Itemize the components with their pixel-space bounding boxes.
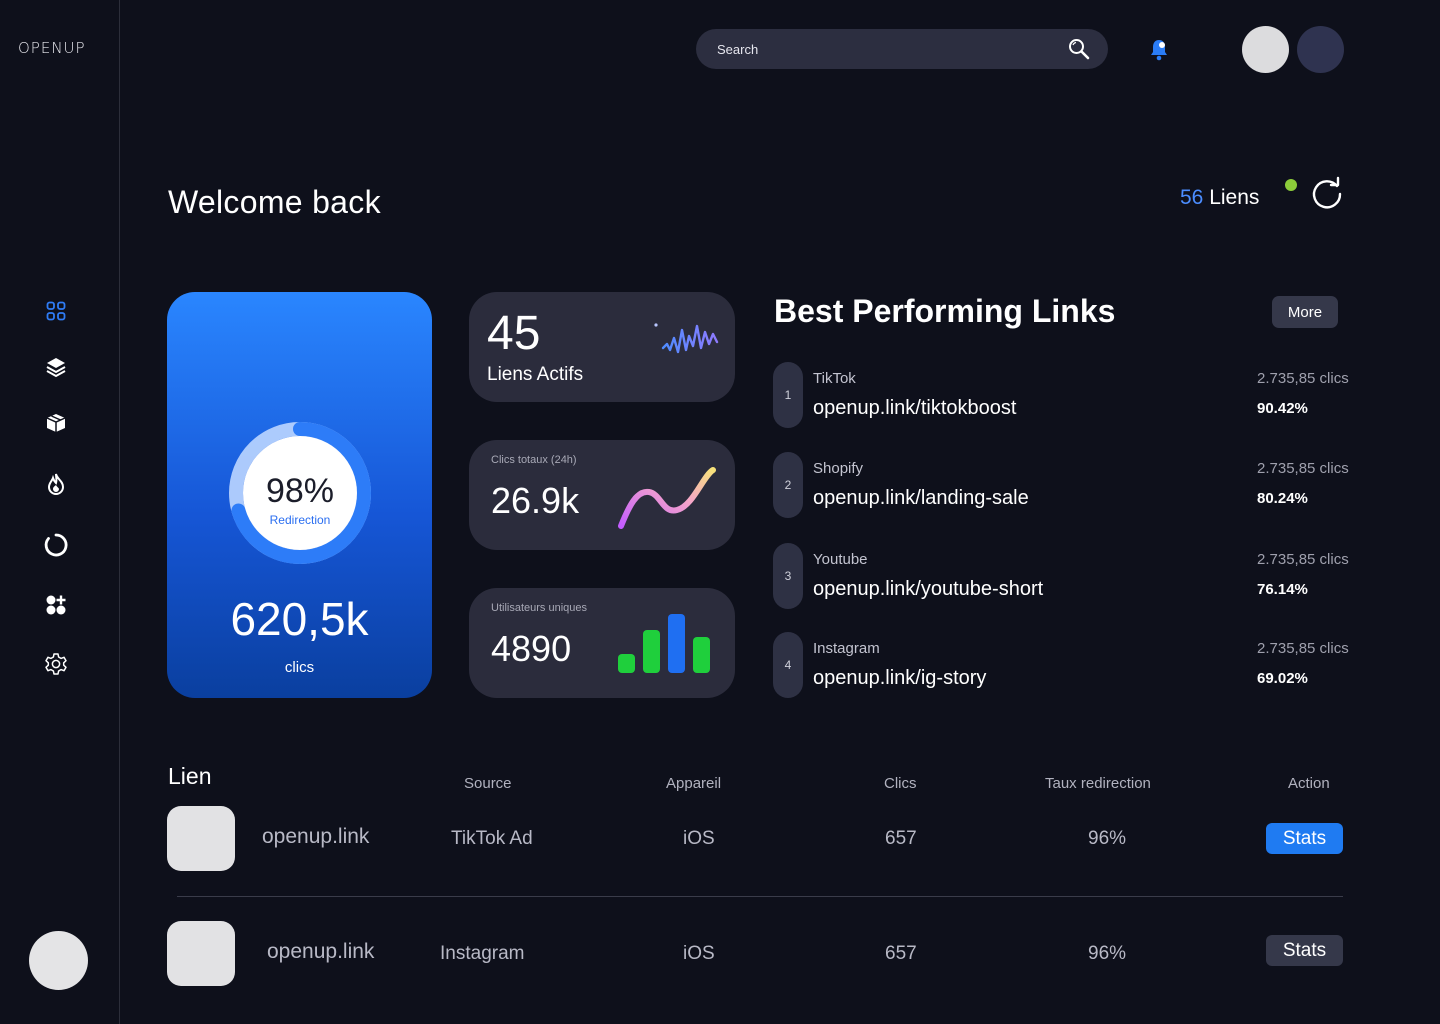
table-divider <box>177 896 1343 897</box>
trend-curve-icon <box>618 467 716 529</box>
redirection-donut <box>229 422 371 564</box>
best-link-rank: 3 <box>773 543 803 609</box>
best-link-pct: 80.24% <box>1257 490 1308 507</box>
best-link-source: TikTok <box>813 370 856 387</box>
total-clicks-card: Clics totaux (24h) 26.9k <box>469 440 735 550</box>
sidebar-item-settings[interactable] <box>40 648 72 680</box>
sidebar-item-layers[interactable] <box>40 351 72 383</box>
best-links-title: Best Performing Links <box>774 293 1116 329</box>
sidebar-item-dashboard[interactable] <box>40 295 72 327</box>
bar-chart-icon <box>618 614 710 673</box>
stats-button[interactable]: Stats <box>1266 823 1343 854</box>
circle-icon <box>44 533 68 557</box>
unique-users-value: 4890 <box>491 628 572 669</box>
total-clicks-value: 620,5k <box>230 593 369 645</box>
sidebar-item-packages[interactable] <box>40 407 72 439</box>
link-thumbnail <box>167 921 235 986</box>
table-header-clicks: Clics <box>884 775 917 792</box>
best-link-source: Youtube <box>813 551 868 568</box>
best-link-rank: 2 <box>773 452 803 518</box>
search-input[interactable] <box>717 41 1068 57</box>
active-links-value: 45 <box>487 307 541 360</box>
notification-bell-icon[interactable] <box>1148 37 1170 61</box>
sidebar-item-add-widget[interactable] <box>40 589 72 621</box>
best-link-source: Shopify <box>813 460 864 477</box>
row-rate: 96% <box>1088 943 1127 964</box>
row-device: iOS <box>683 943 715 964</box>
widget-add-icon <box>46 595 66 615</box>
best-link-pct: 76.14% <box>1257 581 1308 598</box>
refresh-icon[interactable] <box>1309 176 1345 212</box>
row-clicks: 657 <box>885 943 917 964</box>
best-link-item[interactable]: 2 Shopify openup.link/landing-sale 2.735… <box>773 452 1363 518</box>
total-clicks-label: clics <box>284 659 315 676</box>
unique-users-caption: Utilisateurs uniques <box>491 602 587 614</box>
table-header-rate: Taux redirection <box>1045 775 1151 792</box>
links-count: 56 Liens <box>1180 186 1259 210</box>
svg-text:OPENUP: OPENUP <box>18 39 86 57</box>
user-avatar[interactable] <box>29 931 88 990</box>
best-link-item[interactable]: 4 Instagram openup.link/ig-story 2.735,8… <box>773 632 1363 698</box>
total-clicks-24h-value: 26.9k <box>491 480 580 521</box>
table-row: openup.link Instagram iOS 657 96% Stats <box>0 921 1440 987</box>
best-link-url: openup.link/ig-story <box>813 667 987 689</box>
layers-icon <box>46 358 66 378</box>
search-bar <box>696 29 1108 69</box>
best-link-rank: 4 <box>773 632 803 698</box>
row-source: Instagram <box>440 943 525 964</box>
status-indicator <box>1285 179 1297 191</box>
best-link-item[interactable]: 1 TikTok openup.link/tiktokboost 2.735,8… <box>773 362 1363 428</box>
best-link-clicks: 2.735,85 clics <box>1257 551 1349 568</box>
best-link-url: openup.link/landing-sale <box>813 487 1029 509</box>
best-link-url: openup.link/tiktokboost <box>813 397 1017 419</box>
openup-logo-mark: OPENUP <box>18 39 86 57</box>
row-device: iOS <box>683 828 715 849</box>
row-clicks: 657 <box>885 828 917 849</box>
row-rate: 96% <box>1088 828 1127 849</box>
best-link-pct: 90.42% <box>1257 400 1308 417</box>
best-link-rank: 1 <box>773 362 803 428</box>
more-button[interactable]: More <box>1272 296 1338 328</box>
grid-icon <box>46 301 66 321</box>
waveform-icon <box>654 323 719 354</box>
active-links-card: 45 Liens Actifs <box>469 292 735 402</box>
redirection-donut-arc <box>229 422 371 564</box>
gear-icon <box>45 653 67 675</box>
best-link-pct: 69.02% <box>1257 670 1308 687</box>
user-avatar-primary[interactable] <box>1242 26 1289 73</box>
link-thumbnail <box>167 806 235 871</box>
best-link-source: Instagram <box>813 640 880 657</box>
row-link[interactable]: openup.link <box>262 825 370 848</box>
best-link-url: openup.link/youtube-short <box>813 578 1044 600</box>
redirection-label: Redirection <box>269 513 331 527</box>
search-icon[interactable] <box>1068 38 1090 60</box>
flame-icon <box>47 473 65 495</box>
unique-users-card: Utilisateurs uniques 4890 <box>469 588 735 698</box>
total-clicks-caption: Clics totaux (24h) <box>491 454 577 466</box>
row-link[interactable]: openup.link <box>267 940 375 963</box>
openup-logo[interactable]: OPENUP <box>18 38 100 69</box>
links-count-number: 56 <box>1180 186 1204 209</box>
page-title: Welcome back <box>168 184 381 220</box>
sidebar-item-loading[interactable] <box>40 529 72 561</box>
table-header-device: Appareil <box>666 775 722 792</box>
table-row: openup.link TikTok Ad iOS 657 96% Stats <box>0 806 1440 872</box>
table-header-link: Lien <box>168 763 212 789</box>
sidebar: OPENUP <box>0 0 120 1024</box>
best-link-clicks: 2.735,85 clics <box>1257 640 1349 657</box>
table-header-source: Source <box>464 775 512 792</box>
table-header-action: Action <box>1288 775 1330 792</box>
row-source: TikTok Ad <box>451 828 533 849</box>
redirection-percent: 98% <box>265 472 335 510</box>
best-link-clicks: 2.735,85 clics <box>1257 370 1349 387</box>
stats-button[interactable]: Stats <box>1266 935 1343 966</box>
links-count-label: Liens <box>1203 186 1260 209</box>
sidebar-item-trending[interactable] <box>40 468 72 500</box>
package-icon <box>46 414 66 432</box>
best-link-clicks: 2.735,85 clics <box>1257 460 1349 477</box>
user-avatar-secondary[interactable] <box>1297 26 1344 73</box>
active-links-label: Liens Actifs <box>487 364 584 385</box>
best-link-item[interactable]: 3 Youtube openup.link/youtube-short 2.73… <box>773 543 1363 609</box>
redirection-card: 98% Redirection 620,5k clics <box>167 292 432 698</box>
